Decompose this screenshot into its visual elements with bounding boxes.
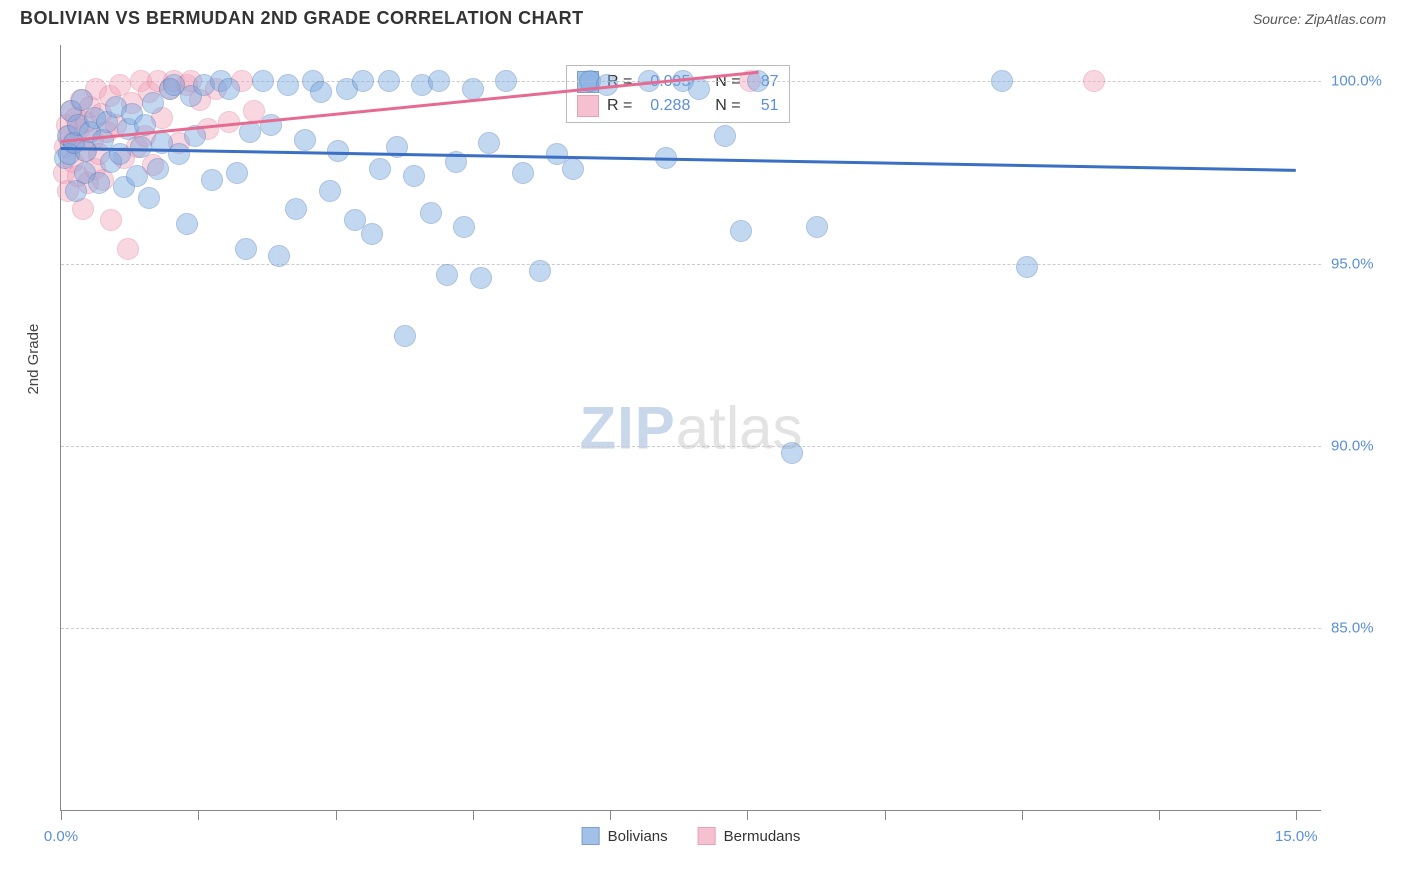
scatter-point <box>319 180 341 202</box>
scatter-point <box>462 78 484 100</box>
scatter-point <box>806 216 828 238</box>
scatter-point <box>147 158 169 180</box>
scatter-point <box>176 213 198 235</box>
scatter-point <box>277 74 299 96</box>
scatter-point <box>310 81 332 103</box>
y-tick-label: 90.0% <box>1331 437 1374 454</box>
scatter-point <box>512 162 534 184</box>
watermark: ZIPatlas <box>579 393 802 462</box>
legend-swatch <box>698 827 716 845</box>
x-tick-label: 0.0% <box>44 828 78 845</box>
scatter-point <box>109 143 131 165</box>
scatter-point <box>201 169 223 191</box>
gridline <box>61 446 1321 447</box>
source-prefix: Source: <box>1253 11 1305 27</box>
legend-swatch <box>577 95 599 117</box>
x-tick <box>1159 810 1160 820</box>
scatter-point <box>781 442 803 464</box>
chart-title: BOLIVIAN VS BERMUDAN 2ND GRADE CORRELATI… <box>20 8 584 29</box>
y-axis-title: 2nd Grade <box>25 324 42 395</box>
r-value: 0.288 <box>640 97 690 115</box>
scatter-point <box>117 238 139 260</box>
scatter-point <box>361 223 383 245</box>
scatter-point <box>730 220 752 242</box>
scatter-point <box>436 264 458 286</box>
scatter-point <box>168 143 190 165</box>
bottom-legend: Bolivians Bermudans <box>582 827 801 845</box>
scatter-point <box>130 136 152 158</box>
y-tick-label: 100.0% <box>1331 73 1382 90</box>
scatter-point <box>88 172 110 194</box>
chart-header: BOLIVIAN VS BERMUDAN 2ND GRADE CORRELATI… <box>0 0 1406 33</box>
scatter-point <box>126 165 148 187</box>
scatter-point <box>714 125 736 147</box>
x-tick-label: 15.0% <box>1275 828 1318 845</box>
scatter-point <box>1083 70 1105 92</box>
gridline <box>61 628 1321 629</box>
scatter-point <box>138 187 160 209</box>
x-tick <box>1022 810 1023 820</box>
scatter-point <box>218 78 240 100</box>
scatter-point <box>100 209 122 231</box>
y-tick-label: 95.0% <box>1331 255 1374 272</box>
scatter-point <box>394 325 416 347</box>
legend-item: Bolivians <box>582 827 668 845</box>
x-tick <box>885 810 886 820</box>
scatter-point <box>428 70 450 92</box>
x-tick <box>198 810 199 820</box>
scatter-point <box>420 202 442 224</box>
scatter-point <box>403 165 425 187</box>
legend-swatch <box>582 827 600 845</box>
scatter-point <box>327 140 349 162</box>
chart-source: Source: ZipAtlas.com <box>1253 11 1386 27</box>
scatter-point <box>470 267 492 289</box>
scatter-point <box>252 70 274 92</box>
legend-item: Bermudans <box>698 827 801 845</box>
scatter-point <box>453 216 475 238</box>
x-tick <box>336 810 337 820</box>
stats-legend-row: R = 0.288 N = 51 <box>577 94 779 118</box>
scatter-point <box>294 129 316 151</box>
scatter-point <box>495 70 517 92</box>
scatter-point <box>478 132 500 154</box>
scatter-point <box>529 260 551 282</box>
scatter-point <box>285 198 307 220</box>
scatter-point <box>268 245 290 267</box>
x-tick <box>610 810 611 820</box>
legend-label: Bolivians <box>608 828 668 845</box>
r-label: R = <box>607 97 632 115</box>
scatter-point <box>991 70 1013 92</box>
y-tick-label: 85.0% <box>1331 619 1374 636</box>
x-tick <box>61 810 62 820</box>
gridline <box>61 264 1321 265</box>
scatter-point <box>378 70 400 92</box>
x-tick <box>1296 810 1297 820</box>
scatter-chart: ZIPatlas R =-0.095 N =87R =0.288 N =51 B… <box>60 45 1321 811</box>
n-value: 51 <box>749 97 779 115</box>
scatter-point <box>562 158 584 180</box>
scatter-point <box>688 78 710 100</box>
scatter-point <box>235 238 257 260</box>
legend-label: Bermudans <box>724 828 801 845</box>
scatter-point <box>1016 256 1038 278</box>
x-tick <box>473 810 474 820</box>
x-tick <box>747 810 748 820</box>
scatter-point <box>352 70 374 92</box>
watermark-zip: ZIP <box>579 394 675 461</box>
scatter-point <box>226 162 248 184</box>
source-name: ZipAtlas.com <box>1305 11 1386 27</box>
scatter-point <box>239 121 261 143</box>
n-label: N = <box>715 97 740 115</box>
scatter-point <box>369 158 391 180</box>
